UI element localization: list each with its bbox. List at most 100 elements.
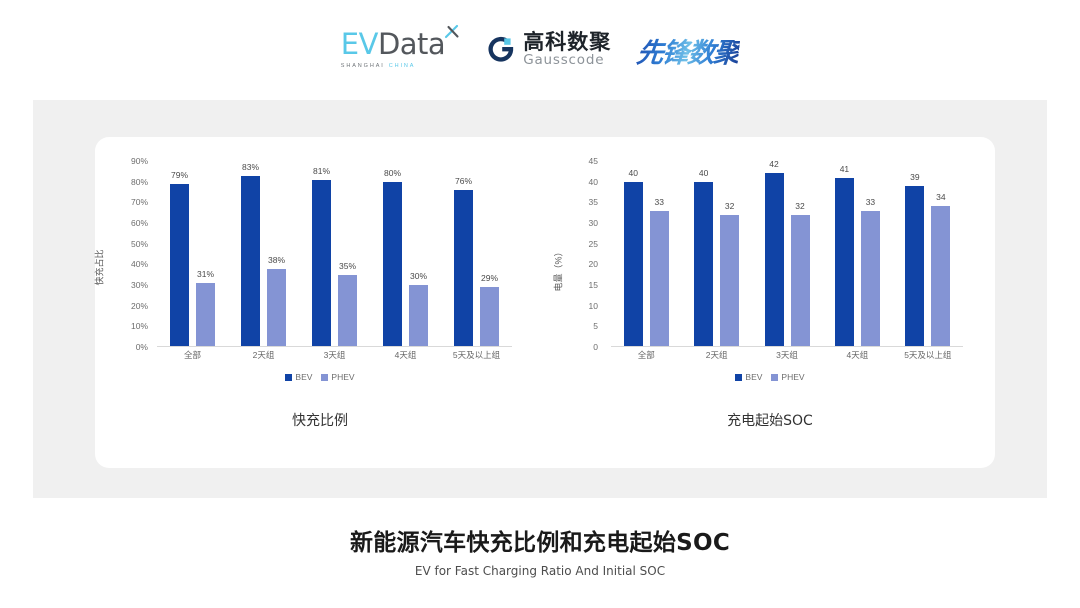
bar-phev[interactable]: 38% — [267, 256, 286, 347]
bar-value: 41 — [839, 163, 850, 174]
x-axis-line-left — [157, 346, 512, 347]
y-tick-label: 5 — [593, 321, 598, 332]
bar-value: 42 — [769, 159, 779, 170]
bar-group: 80% 30% — [370, 161, 441, 347]
bar-value: 35% — [338, 260, 357, 271]
evdata-ev-text: EV — [340, 27, 379, 62]
bar-bev[interactable]: 80% — [383, 169, 402, 347]
x-axis-labels-right: 全部 2天组 3天组 4天组 5天及以上组 — [611, 351, 963, 360]
bar-holder: 33 — [860, 161, 880, 347]
bar-bev[interactable]: 40 — [694, 169, 714, 347]
legend-swatch-phev-icon — [321, 373, 329, 381]
y-tick-label: 50% — [130, 238, 148, 249]
bar-group: 39 34 — [893, 161, 963, 347]
y-axis-labels-right: 45 40 35 30 25 20 15 10 5 0 — [545, 157, 601, 351]
charts-container: 快充占比 90% 80% 70% 60% 50% 40% 30% 20% 10%… — [95, 137, 995, 468]
bar-value: 32 — [724, 200, 735, 211]
bar-value: 29% — [480, 273, 499, 284]
bar-bev[interactable]: 76% — [454, 177, 473, 347]
plot-area-right: 40 33 40 — [611, 160, 963, 347]
bar-group: 40 33 — [611, 161, 681, 347]
chart-caption-left: 快充比例 — [292, 413, 348, 429]
footer-titles: 新能源汽车快充比例和充电起始SOC EV for Fast Charging R… — [0, 530, 1080, 578]
bar-holder: 76% — [454, 161, 473, 347]
bar-holder: 29% — [480, 161, 499, 347]
bar-holder: 40 — [694, 161, 714, 347]
legend-item-bev[interactable]: BEV — [735, 373, 762, 382]
bar-value: 80% — [383, 167, 402, 178]
bar-phev[interactable]: 29% — [480, 274, 499, 347]
gausscode-logo: 高科数聚 Gausscode — [486, 32, 611, 68]
evdata-tagline-country: CHINA — [388, 63, 416, 70]
bar-holder: 32 — [790, 161, 810, 347]
bar-phev[interactable]: 32 — [720, 202, 740, 347]
chart-caption-right: 充电起始SOC — [727, 413, 813, 429]
y-tick-label: 0% — [135, 341, 148, 352]
bar-phev[interactable]: 33 — [860, 198, 880, 347]
legend-swatch-bev-icon — [285, 373, 293, 381]
bar-value: 40 — [698, 167, 709, 178]
x-axis-line-right — [611, 346, 963, 347]
bar-bev[interactable]: 40 — [623, 169, 643, 347]
bar-holder: 30% — [409, 161, 428, 347]
bar-phev[interactable]: 35% — [338, 262, 357, 347]
x-tick-label: 3天组 — [776, 350, 798, 360]
bar-phev[interactable]: 33 — [649, 198, 669, 347]
x-tick-label: 3天组 — [323, 350, 346, 360]
bar-holder: 80% — [383, 161, 402, 347]
gausscode-g-icon — [486, 35, 516, 65]
bar-groups-right: 40 33 40 — [611, 160, 963, 347]
x-mark-icon — [444, 24, 460, 40]
x-tick-label: 4天组 — [394, 350, 417, 360]
bar-value: 83% — [241, 161, 260, 172]
bar-bev[interactable]: 42 — [764, 160, 784, 347]
bar-phev[interactable]: 34 — [931, 193, 951, 347]
plot-area-left: 79% 31% 83% — [157, 161, 512, 347]
bar-value: 38% — [267, 254, 286, 265]
page-title: 新能源汽车快充比例和充电起始SOC — [349, 530, 731, 556]
bar-phev[interactable]: 32 — [790, 202, 810, 347]
y-tick-label: 70% — [130, 197, 148, 208]
legend-label: PHEV — [781, 372, 805, 382]
evdata-logo: EV Data SHANGHAI CHINA — [340, 25, 460, 70]
y-tick-label: 25 — [588, 238, 598, 249]
bar-value: 81% — [312, 165, 331, 176]
y-tick-label: 10% — [130, 321, 148, 332]
bar-bev[interactable]: 83% — [241, 163, 260, 347]
bar-holder: 34 — [931, 161, 951, 347]
bar-bev[interactable]: 79% — [170, 171, 189, 347]
bar-value: 79% — [170, 169, 189, 180]
bar-holder: 31% — [196, 161, 215, 347]
bar-bev[interactable]: 81% — [312, 167, 331, 347]
x-tick-label: 全部 — [637, 350, 655, 360]
chart-initial-soc: 电量（%） 45 40 35 30 25 20 15 10 5 0 — [545, 137, 995, 468]
legend-swatch-bev-icon — [735, 373, 743, 381]
y-tick-label: 90% — [130, 155, 148, 166]
bar-value: 32 — [795, 200, 805, 211]
bar-phev[interactable]: 31% — [196, 270, 215, 347]
legend-label: PHEV — [331, 372, 355, 382]
y-tick-label: 30% — [130, 279, 148, 290]
legend-right: BEV PHEV — [545, 373, 995, 382]
y-tick-label: 45 — [588, 155, 598, 166]
y-tick-label: 20 — [588, 259, 598, 270]
bar-holder: 38% — [267, 161, 286, 347]
legend-item-bev[interactable]: BEV — [285, 373, 312, 382]
bar-value: 40 — [628, 167, 638, 178]
evdata-wordmark: EV Data — [340, 25, 460, 62]
bar-holder: 40 — [623, 161, 643, 347]
legend-item-phev[interactable]: PHEV — [771, 372, 805, 382]
bar-group: 40 32 — [681, 161, 751, 347]
bar-bev[interactable]: 41 — [834, 165, 854, 347]
evdata-tagline-city: SHANGHAI — [340, 63, 385, 70]
bar-bev[interactable]: 39 — [905, 173, 925, 347]
y-tick-label: 0 — [593, 341, 598, 352]
x-axis-labels-left: 全部 2天组 3天组 4天组 5天及以上组 — [157, 351, 512, 360]
bar-phev[interactable]: 30% — [409, 272, 428, 347]
legend-item-phev[interactable]: PHEV — [321, 372, 355, 382]
bar-value: 39 — [910, 171, 920, 182]
bar-holder: 42 — [764, 160, 784, 347]
y-tick-label: 20% — [130, 300, 148, 311]
bar-holder: 83% — [241, 161, 260, 347]
legend-swatch-phev-icon — [771, 373, 779, 381]
